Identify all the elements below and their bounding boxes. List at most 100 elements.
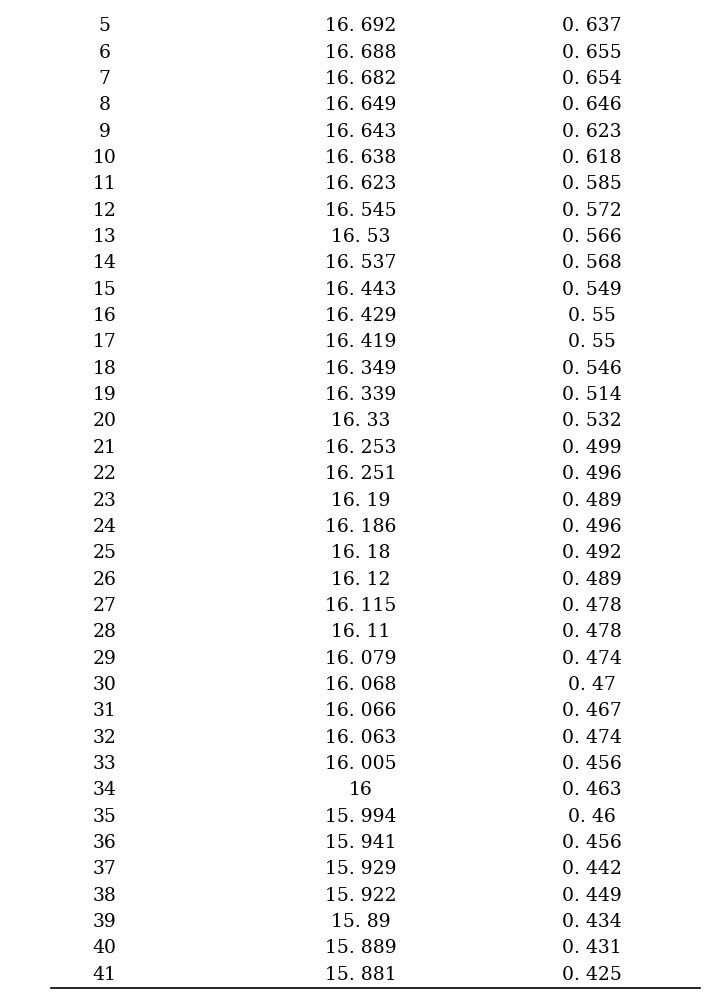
Text: 0. 456: 0. 456 bbox=[562, 755, 622, 773]
Text: 31: 31 bbox=[93, 702, 116, 720]
Text: 25: 25 bbox=[92, 544, 117, 562]
Text: 16. 339: 16. 339 bbox=[326, 386, 396, 404]
Text: 16. 688: 16. 688 bbox=[325, 44, 397, 62]
Text: 21: 21 bbox=[92, 439, 117, 457]
Text: 16. 11: 16. 11 bbox=[331, 623, 391, 641]
Text: 15. 929: 15. 929 bbox=[325, 860, 397, 878]
Text: 7: 7 bbox=[99, 70, 110, 88]
Text: 16. 068: 16. 068 bbox=[325, 676, 397, 694]
Text: 0. 618: 0. 618 bbox=[562, 149, 622, 167]
Text: 16. 692: 16. 692 bbox=[326, 17, 396, 35]
Text: 16. 005: 16. 005 bbox=[325, 755, 397, 773]
Text: 20: 20 bbox=[92, 412, 117, 430]
Text: 0. 55: 0. 55 bbox=[568, 307, 616, 325]
Text: 0. 474: 0. 474 bbox=[562, 650, 622, 668]
Text: 11: 11 bbox=[93, 175, 116, 193]
Text: 0. 431: 0. 431 bbox=[562, 939, 622, 957]
Text: 15: 15 bbox=[92, 281, 117, 299]
Text: 0. 46: 0. 46 bbox=[568, 808, 616, 826]
Text: 16. 443: 16. 443 bbox=[325, 281, 397, 299]
Text: 0. 489: 0. 489 bbox=[562, 491, 622, 510]
Text: 0. 646: 0. 646 bbox=[562, 96, 622, 114]
Text: 16. 12: 16. 12 bbox=[331, 571, 391, 589]
Text: 0. 623: 0. 623 bbox=[562, 123, 622, 141]
Text: 15. 89: 15. 89 bbox=[331, 913, 391, 931]
Text: 8: 8 bbox=[99, 96, 110, 114]
Text: 0. 425: 0. 425 bbox=[562, 966, 622, 984]
Text: 0. 449: 0. 449 bbox=[562, 887, 622, 905]
Text: 0. 496: 0. 496 bbox=[562, 518, 622, 536]
Text: 0. 434: 0. 434 bbox=[562, 913, 622, 931]
Text: 0. 655: 0. 655 bbox=[562, 44, 622, 62]
Text: 17: 17 bbox=[92, 333, 117, 351]
Text: 29: 29 bbox=[92, 650, 117, 668]
Text: 24: 24 bbox=[92, 518, 117, 536]
Text: 23: 23 bbox=[92, 491, 117, 510]
Text: 13: 13 bbox=[93, 228, 116, 246]
Text: 16: 16 bbox=[349, 781, 373, 799]
Text: 0. 566: 0. 566 bbox=[562, 228, 622, 246]
Text: 0. 456: 0. 456 bbox=[562, 834, 622, 852]
Text: 0. 532: 0. 532 bbox=[562, 412, 622, 430]
Text: 15. 889: 15. 889 bbox=[325, 939, 397, 957]
Text: 16. 623: 16. 623 bbox=[326, 175, 396, 193]
Text: 0. 47: 0. 47 bbox=[568, 676, 616, 694]
Text: 16. 419: 16. 419 bbox=[326, 333, 396, 351]
Text: 5: 5 bbox=[99, 17, 110, 35]
Text: 33: 33 bbox=[93, 755, 116, 773]
Text: 16. 649: 16. 649 bbox=[326, 96, 396, 114]
Text: 40: 40 bbox=[92, 939, 117, 957]
Text: 26: 26 bbox=[92, 571, 117, 589]
Text: 15. 881: 15. 881 bbox=[325, 966, 397, 984]
Text: 41: 41 bbox=[92, 966, 117, 984]
Text: 16. 19: 16. 19 bbox=[331, 491, 391, 510]
Text: 16. 638: 16. 638 bbox=[326, 149, 396, 167]
Text: 0. 478: 0. 478 bbox=[562, 597, 622, 615]
Text: 30: 30 bbox=[92, 676, 117, 694]
Text: 18: 18 bbox=[92, 360, 117, 378]
Text: 38: 38 bbox=[92, 887, 117, 905]
Text: 16. 253: 16. 253 bbox=[325, 439, 397, 457]
Text: 16. 063: 16. 063 bbox=[326, 729, 396, 747]
Text: 0. 585: 0. 585 bbox=[562, 175, 622, 193]
Text: 32: 32 bbox=[92, 729, 117, 747]
Text: 0. 442: 0. 442 bbox=[562, 860, 622, 878]
Text: 0. 514: 0. 514 bbox=[562, 386, 622, 404]
Text: 0. 499: 0. 499 bbox=[562, 439, 622, 457]
Text: 36: 36 bbox=[93, 834, 116, 852]
Text: 16. 115: 16. 115 bbox=[326, 597, 396, 615]
Text: 16. 079: 16. 079 bbox=[325, 650, 397, 668]
Text: 16. 537: 16. 537 bbox=[325, 254, 397, 272]
Text: 34: 34 bbox=[92, 781, 117, 799]
Text: 15. 994: 15. 994 bbox=[325, 808, 397, 826]
Text: 0. 568: 0. 568 bbox=[562, 254, 622, 272]
Text: 39: 39 bbox=[93, 913, 116, 931]
Text: 16. 643: 16. 643 bbox=[326, 123, 396, 141]
Text: 16. 429: 16. 429 bbox=[325, 307, 397, 325]
Text: 0. 467: 0. 467 bbox=[562, 702, 622, 720]
Text: 37: 37 bbox=[92, 860, 117, 878]
Text: 0. 478: 0. 478 bbox=[562, 623, 622, 641]
Text: 0. 496: 0. 496 bbox=[562, 465, 622, 483]
Text: 0. 463: 0. 463 bbox=[562, 781, 622, 799]
Text: 35: 35 bbox=[92, 808, 117, 826]
Text: 16. 545: 16. 545 bbox=[325, 202, 397, 220]
Text: 0. 654: 0. 654 bbox=[562, 70, 622, 88]
Text: 19: 19 bbox=[93, 386, 116, 404]
Text: 16. 251: 16. 251 bbox=[325, 465, 397, 483]
Text: 27: 27 bbox=[92, 597, 117, 615]
Text: 16. 349: 16. 349 bbox=[326, 360, 396, 378]
Text: 0. 549: 0. 549 bbox=[562, 281, 622, 299]
Text: 14: 14 bbox=[92, 254, 117, 272]
Text: 0. 572: 0. 572 bbox=[562, 202, 622, 220]
Text: 0. 489: 0. 489 bbox=[562, 571, 622, 589]
Text: 16. 682: 16. 682 bbox=[325, 70, 397, 88]
Text: 0. 492: 0. 492 bbox=[562, 544, 622, 562]
Text: 0. 55: 0. 55 bbox=[568, 333, 616, 351]
Text: 10: 10 bbox=[92, 149, 117, 167]
Text: 16: 16 bbox=[93, 307, 116, 325]
Text: 12: 12 bbox=[92, 202, 117, 220]
Text: 16. 33: 16. 33 bbox=[331, 412, 391, 430]
Text: 16. 066: 16. 066 bbox=[326, 702, 396, 720]
Text: 16. 186: 16. 186 bbox=[326, 518, 396, 536]
